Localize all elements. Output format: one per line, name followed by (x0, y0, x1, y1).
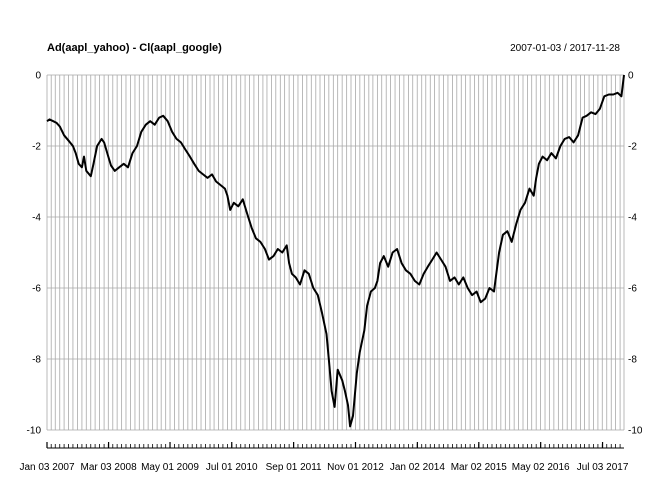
y-tick-label-right: 0 (628, 71, 634, 82)
date-range-label: 2007-01-03 / 2017-11-28 (510, 43, 620, 54)
y-tick-label-right: -6 (628, 284, 637, 295)
y-tick-label-left: -10 (27, 426, 42, 437)
series (46, 74, 625, 428)
y-tick-label-left: -2 (32, 142, 41, 153)
y-tick-label-right: -4 (628, 213, 637, 224)
y-tick-label-left: -6 (32, 284, 41, 295)
x-tick-label: May 02 2016 (512, 462, 570, 473)
x-tick-label: Nov 01 2012 (327, 462, 384, 473)
series-line (46, 74, 625, 428)
x-tick-label: Sep 01 2011 (266, 462, 322, 473)
x-tick-label: Jul 03 2017 (577, 462, 629, 473)
y-tick-label-right: -8 (628, 355, 637, 366)
y-tick-label-right: -2 (628, 142, 637, 153)
gridlines (46, 74, 625, 431)
x-tick-label: Jan 03 2007 (19, 462, 74, 473)
x-tick-label: Mar 02 2015 (451, 462, 508, 473)
axes: Jan 03 2007 Mar 03 2008 May 01 2009 Jul 01 … (19, 71, 642, 474)
y-tick-label-right: -10 (628, 426, 643, 437)
y-tick-label-left: 0 (35, 71, 41, 82)
x-tick-label: Jul 01 2010 (206, 462, 258, 473)
chart-title: Ad(aapl_yahoo) - Cl(aapl_google) (47, 42, 222, 54)
y-tick-label-left: -4 (32, 213, 41, 224)
x-tick-label: May 01 2009 (141, 462, 199, 473)
y-tick-label-left: -8 (32, 355, 41, 366)
x-tick-label: Jan 02 2014 (390, 462, 445, 473)
x-tick-label: Mar 03 2008 (81, 462, 138, 473)
